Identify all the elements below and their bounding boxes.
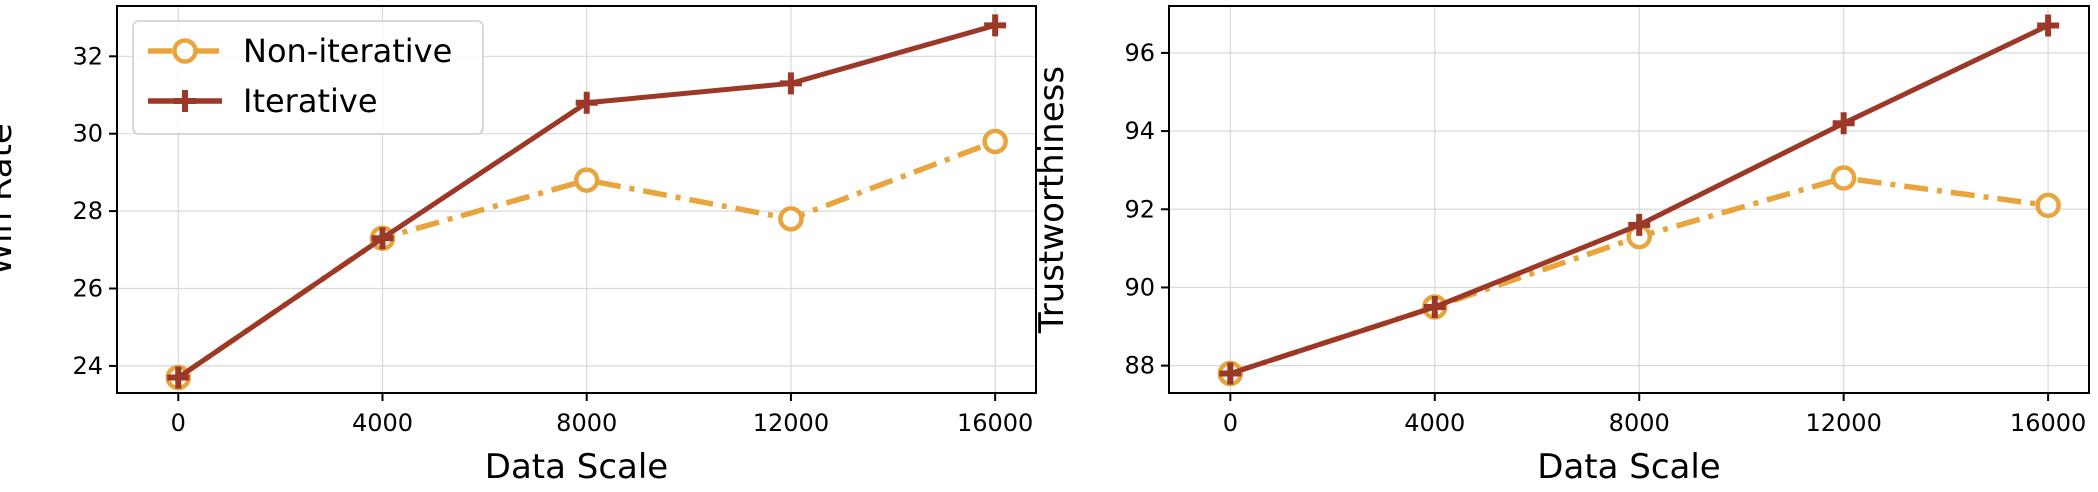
x-tick-label: 12000: [1805, 409, 1881, 437]
data-point-non_iterative: [982, 128, 1008, 155]
x-tick-label: 12000: [753, 409, 829, 437]
y-tick-label: 30: [72, 120, 103, 148]
data-point-iterative: [371, 227, 394, 250]
data-point-iterative: [779, 72, 802, 95]
x-tick-label: 16000: [957, 409, 1033, 437]
x-tick-label: 8000: [556, 409, 617, 437]
x-tick-label: 4000: [1404, 409, 1465, 437]
y-tick-label: 92: [1124, 195, 1155, 223]
data-point-iterative: [575, 91, 598, 114]
series-iterative: [1219, 14, 2060, 385]
y-tick-label: 96: [1124, 39, 1155, 67]
x-tick-label: 4000: [352, 409, 413, 437]
legend-label-iterative: Iterative: [243, 82, 378, 120]
legend-label-non_iterative: Non-iterative: [243, 32, 452, 70]
data-point-iterative: [2037, 14, 2060, 37]
y-tick-label: 32: [72, 42, 103, 70]
y-tick-label: 28: [72, 197, 103, 225]
data-point-iterative: [1423, 296, 1446, 318]
y-tick-label: 24: [72, 352, 103, 380]
plot-frame: [1168, 5, 2090, 394]
series-iterative: [167, 14, 1007, 389]
legend-box: [132, 20, 484, 135]
y-tick-label: 94: [1124, 117, 1155, 145]
x-tick-label: 16000: [2010, 409, 2086, 437]
data-point-iterative: [1219, 362, 1242, 385]
data-point-iterative: [1832, 112, 1855, 135]
chart-panel-2: 0 4000 8000 12000 16000 88 90 92 94 96 Data Scale T…: [1032, 5, 2090, 487]
legend-marker-iterative: [174, 90, 196, 112]
x-tick-label: 8000: [1609, 409, 1670, 437]
data-point-non_iterative: [1830, 165, 1857, 191]
chart-panel-1: 0 4000 8000 12000 16000 24 26 28 30 32 Data Scale W…: [0, 5, 1037, 487]
data-point-iterative: [984, 14, 1007, 37]
legend-marker-non_iterative: [172, 38, 198, 64]
y-axis-title: Trustworthiness: [1032, 66, 1072, 334]
x-axis-title: Data Scale: [485, 447, 668, 487]
x-axis-title: Data Scale: [1537, 447, 1720, 487]
x-tick-label: 0: [1223, 409, 1238, 437]
data-point-iterative: [1628, 213, 1651, 236]
data-point-non_iterative: [573, 167, 600, 193]
data-point-non_iterative: [2035, 192, 2061, 219]
legend: Non-iterative Iterative: [132, 20, 484, 135]
y-tick-label: 88: [1124, 352, 1155, 380]
y-axis-title: Win Rate: [0, 123, 20, 276]
y-tick-label: 90: [1124, 273, 1155, 301]
plot-frame: [116, 5, 1037, 394]
data-point-iterative: [167, 366, 190, 389]
y-tick-label: 26: [72, 275, 103, 303]
x-tick-label: 0: [171, 409, 186, 437]
data-point-non_iterative: [778, 206, 804, 232]
